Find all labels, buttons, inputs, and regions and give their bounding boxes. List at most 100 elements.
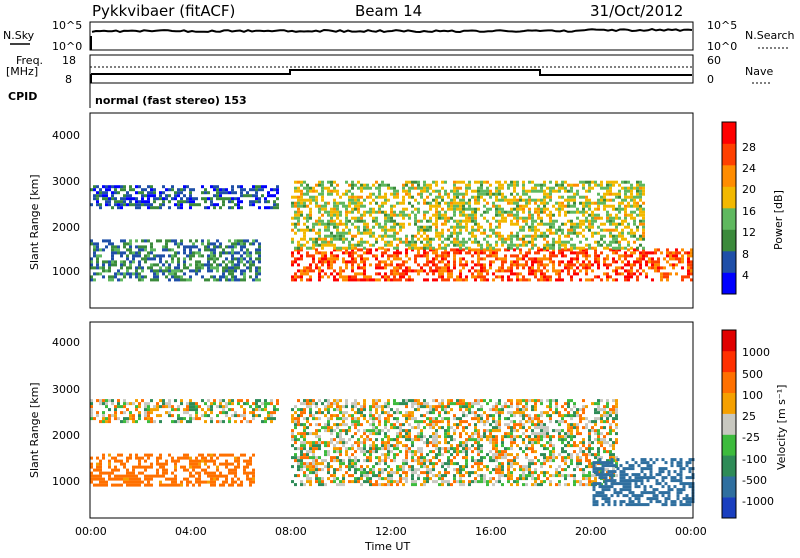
range-cell — [243, 402, 246, 406]
range-cell — [417, 447, 420, 451]
range-cell — [345, 471, 348, 475]
range-cell — [411, 237, 414, 241]
range-cell — [456, 240, 459, 244]
range-cell — [147, 411, 150, 415]
range-cell — [486, 417, 489, 421]
range-cell — [666, 272, 669, 276]
range-cell — [516, 435, 519, 439]
range-cell — [201, 242, 204, 246]
range-cell — [609, 240, 612, 244]
range-cell — [360, 219, 363, 223]
range-cell — [471, 254, 474, 258]
range-cell — [627, 260, 630, 264]
range-cell — [627, 180, 630, 184]
range-cell — [327, 257, 330, 261]
range-cell — [255, 414, 258, 418]
range-cell — [306, 453, 309, 457]
range-cell — [111, 471, 114, 475]
range-cell — [486, 192, 489, 196]
range-cell — [405, 417, 408, 421]
range-cell — [165, 269, 168, 273]
range-cell — [480, 266, 483, 270]
range-cell — [354, 219, 357, 223]
range-cell — [594, 180, 597, 184]
range-cell — [138, 471, 141, 475]
range-cell — [456, 195, 459, 199]
range-cell — [249, 260, 252, 264]
range-cell — [306, 240, 309, 244]
range-cell — [645, 260, 648, 264]
range-cell — [378, 399, 381, 403]
range-cell — [249, 411, 252, 415]
range-cell — [516, 462, 519, 466]
range-cell — [270, 417, 273, 421]
range-cell — [321, 459, 324, 463]
range-cell — [120, 197, 123, 201]
range-cell — [219, 263, 222, 267]
range-cell — [417, 248, 420, 252]
range-cell — [441, 269, 444, 273]
range-cell — [462, 483, 465, 487]
range-cell — [423, 180, 426, 184]
range-cell — [489, 228, 492, 232]
range-cell — [339, 483, 342, 487]
range-cell — [591, 219, 594, 223]
range-cell — [177, 278, 180, 282]
range-cell — [504, 216, 507, 220]
range-cell — [198, 462, 201, 466]
range-cell — [357, 411, 360, 415]
range-cell — [414, 408, 417, 412]
range-cell — [246, 420, 249, 424]
range-cell — [123, 245, 126, 249]
range-cell — [396, 453, 399, 457]
range-cell — [606, 183, 609, 187]
range-cell — [99, 480, 102, 484]
power-cbar-swatch — [722, 229, 736, 252]
range-cell — [450, 444, 453, 448]
range-cell — [333, 246, 336, 250]
range-cell — [516, 207, 519, 211]
range-cell — [390, 213, 393, 217]
range-cell — [642, 237, 645, 241]
range-cell — [228, 483, 231, 487]
range-cell — [465, 240, 468, 244]
range-cell — [351, 248, 354, 252]
range-cell — [480, 459, 483, 463]
range-cell — [141, 471, 144, 475]
range-cell — [573, 269, 576, 273]
range-cell — [597, 275, 600, 279]
range-cell — [465, 213, 468, 217]
power-cbar-label: Power [dB] — [772, 190, 785, 250]
range-cell — [609, 192, 612, 196]
range-cell — [129, 260, 132, 264]
range-cell — [456, 237, 459, 241]
range-cell — [297, 186, 300, 190]
range-cell — [342, 234, 345, 238]
range-cell — [426, 195, 429, 199]
range-cell — [393, 402, 396, 406]
range-cell — [573, 231, 576, 235]
range-cell — [516, 456, 519, 460]
range-cell — [264, 420, 267, 424]
range-cell — [354, 275, 357, 279]
range-cell — [417, 435, 420, 439]
range-cell — [399, 432, 402, 436]
range-cell — [492, 468, 495, 472]
range-cell — [138, 405, 141, 409]
range-cell — [585, 243, 588, 247]
range-cell — [498, 411, 501, 415]
range-cell — [294, 459, 297, 463]
range-cell — [441, 257, 444, 261]
range-cell — [240, 453, 243, 457]
range-cell — [399, 465, 402, 469]
range-cell — [213, 477, 216, 481]
range-cell — [498, 408, 501, 412]
range-cell — [570, 189, 573, 193]
range-cell — [624, 192, 627, 196]
range-cell — [150, 257, 153, 261]
range-cell — [297, 474, 300, 478]
range-cell — [381, 246, 384, 250]
range-cell — [129, 477, 132, 481]
range-cell — [387, 465, 390, 469]
range-cell — [429, 237, 432, 241]
